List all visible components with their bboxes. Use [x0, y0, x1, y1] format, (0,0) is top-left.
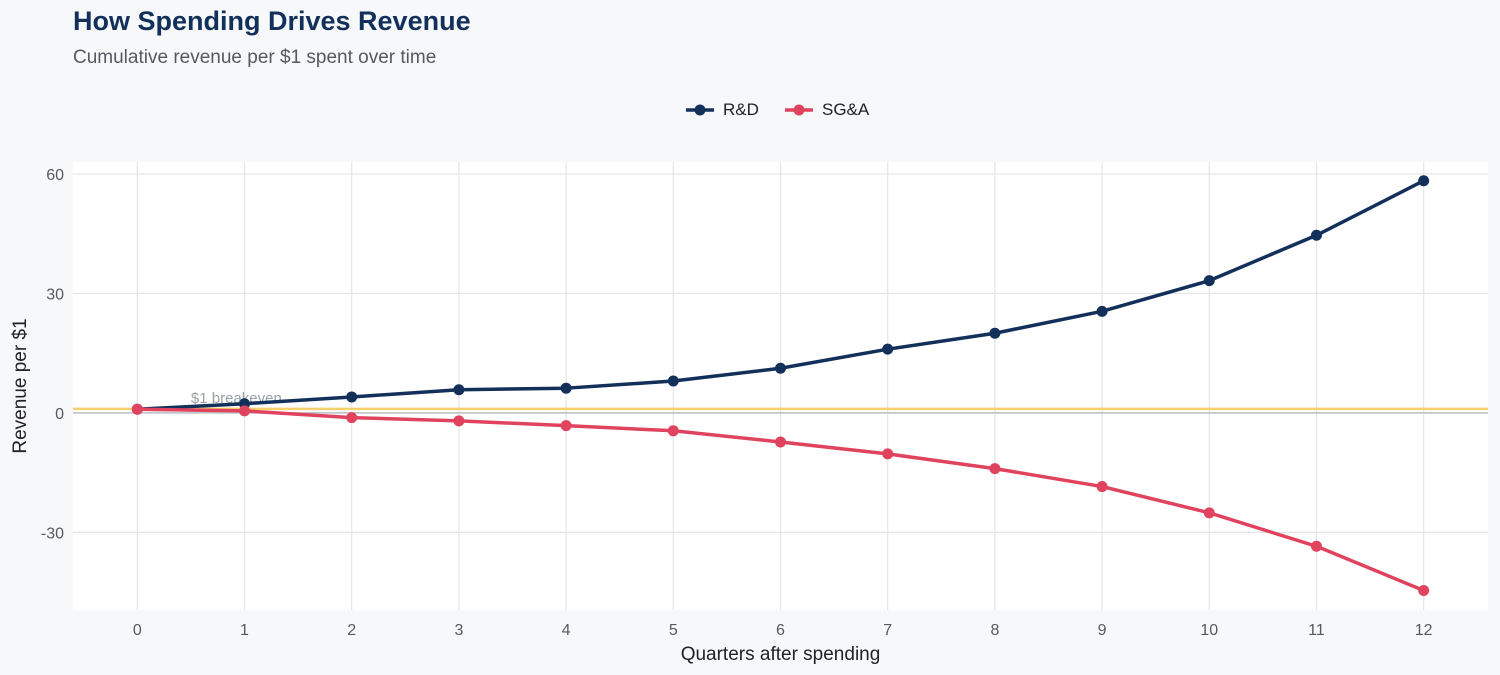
data-point-rd-11 — [1310, 229, 1322, 241]
data-point-rd-7 — [882, 343, 894, 355]
data-point-sga-12 — [1418, 584, 1430, 596]
data-point-rd-5 — [667, 375, 679, 387]
data-point-sga-0 — [131, 403, 143, 415]
data-point-sga-2 — [346, 412, 358, 424]
x-tick-label-9: 9 — [1098, 622, 1107, 639]
data-point-rd-10 — [1203, 275, 1215, 287]
data-point-rd-8 — [989, 327, 1001, 339]
x-tick-label-5: 5 — [669, 622, 678, 639]
legend-label-sga: SG&A — [822, 100, 870, 119]
data-point-sga-4 — [560, 420, 572, 432]
data-point-sga-1 — [239, 405, 251, 417]
x-tick-label-1: 1 — [240, 622, 249, 639]
data-point-sga-5 — [667, 425, 679, 437]
legend-marker-sga — [785, 104, 813, 116]
y-axis-title: Revenue per $1 — [10, 318, 31, 453]
x-tick-label-8: 8 — [990, 622, 999, 639]
data-point-rd-3 — [453, 384, 465, 396]
x-tick-label-4: 4 — [562, 622, 571, 639]
x-tick-label-7: 7 — [883, 622, 892, 639]
data-point-sga-11 — [1310, 540, 1322, 552]
data-point-sga-6 — [775, 436, 786, 448]
data-point-sga-10 — [1203, 507, 1215, 519]
chart-subtitle: Cumulative revenue per $1 spent over tim… — [73, 47, 437, 68]
y-tick-label-3: 60 — [46, 167, 64, 184]
data-point-rd-6 — [775, 362, 786, 374]
legend-label-rd: R&D — [723, 100, 759, 119]
x-tick-label-3: 3 — [454, 622, 463, 639]
y-tick-label-1: 0 — [55, 406, 64, 423]
x-tick-label-2: 2 — [347, 622, 356, 639]
legend: R&D SG&A — [0, 98, 1500, 122]
data-point-rd-12 — [1418, 175, 1430, 187]
data-point-rd-4 — [560, 382, 572, 394]
legend-marker-rd — [686, 104, 714, 116]
x-tick-label-12: 12 — [1415, 622, 1433, 639]
y-tick-label-0: -30 — [41, 525, 64, 542]
legend-item-rd: R&D — [685, 98, 759, 122]
data-point-sga-8 — [989, 463, 1001, 475]
data-point-sga-9 — [1096, 481, 1108, 493]
x-tick-label-6: 6 — [776, 622, 785, 639]
data-point-rd-9 — [1096, 305, 1108, 317]
x-tick-label-11: 11 — [1308, 622, 1325, 639]
x-tick-label-10: 10 — [1200, 622, 1218, 639]
x-tick-label-0: 0 — [133, 622, 142, 639]
chart-title: How Spending Drives Revenue — [73, 6, 471, 36]
y-tick-label-2: 30 — [46, 286, 64, 303]
legend-item-sga: SG&A — [784, 98, 869, 122]
data-point-rd-2 — [346, 391, 358, 403]
x-axis-title: Quarters after spending — [681, 644, 881, 665]
data-point-sga-7 — [882, 448, 894, 460]
data-point-sga-3 — [453, 415, 465, 427]
